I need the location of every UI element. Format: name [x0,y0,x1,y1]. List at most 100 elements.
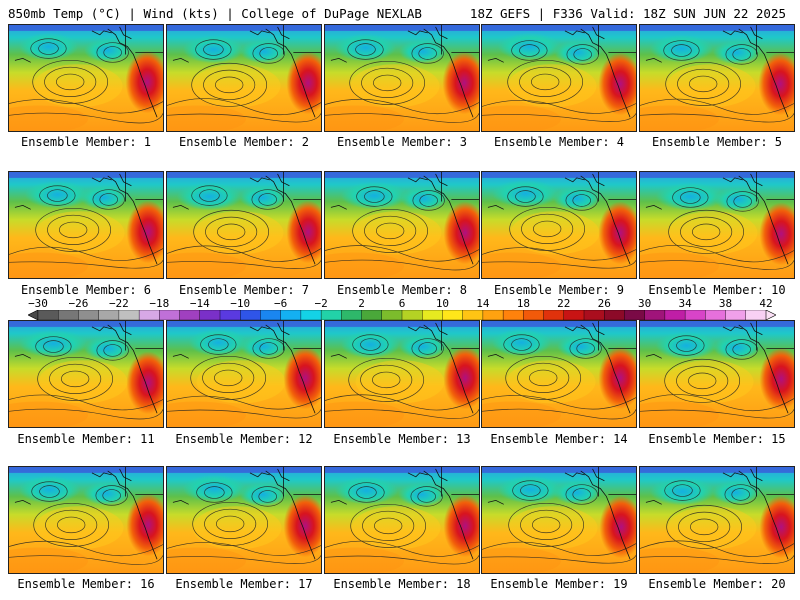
colorbar-swatch [240,310,261,320]
colorbar-swatch [361,310,383,320]
ensemble-member-map [639,24,795,132]
colorbar-swatch [138,310,160,320]
chart-title: 850mb Temp (°C) | Wind (kts) | College o… [8,6,422,21]
colorbar-tick-label: −6 [274,297,288,310]
ensemble-member-label: Ensemble Member: 13 [333,432,471,446]
colorbar-swatch [502,310,524,320]
colorbar-swatch [684,310,706,320]
colorbar-tick-label: 42 [759,297,773,310]
ensemble-member-map [639,466,795,574]
colorbar-swatch [664,310,686,320]
colorbar-tick-label: 14 [476,297,490,310]
colorbar-tick-label: 18 [516,297,530,310]
colorbar-tick-label: 26 [597,297,611,310]
ensemble-member-map [324,320,480,428]
ensemble-member-map [481,466,637,574]
colorbar-swatch [563,310,585,320]
ensemble-member-map [481,24,637,132]
colorbar-tick-labels: −30 −26 −22 −18 −14 −10 −6 −2 2 6 10 14 18 22 26 30 34 38… [0,297,800,310]
colorbar-swatch [705,310,727,320]
ensemble-member-map [481,320,637,428]
colorbar-swatch [199,310,221,320]
colorbar-tick-label: −26 [68,297,89,310]
colorbar-swatch [462,310,484,320]
colorbar-swatch [381,310,403,320]
ensemble-member-map [639,320,795,428]
colorbar-swatch [482,310,504,320]
ensemble-member-label: Ensemble Member: 17 [175,577,313,591]
ensemble-member-map [324,466,480,574]
colorbar-tick-label: −2 [314,297,328,310]
colorbar-swatch [98,310,120,320]
ensemble-member-label: Ensemble Member: 5 [651,135,783,149]
colorbar-swatch [543,310,565,320]
ensemble-member-map [324,171,480,279]
colorbar-swatch [320,310,342,320]
ensemble-member-map [639,171,795,279]
colorbar-min-arrow [28,310,39,320]
colorbar-swatch [745,310,767,320]
ensemble-member-label: Ensemble Member: 18 [333,577,471,591]
colorbar-swatch [280,310,302,320]
model-run-info: 18Z GEFS | F336 Valid: 18Z SUN JUN 22 20… [469,6,786,21]
colorbar-tick-label: −10 [230,297,251,310]
colorbar-swatch [300,310,322,320]
ensemble-member-label: Ensemble Member: 16 [17,577,155,591]
colorbar-tick-label: −30 [28,297,48,310]
colorbar-swatch [401,310,423,320]
colorbar-swatch [260,310,282,320]
ensemble-member-map [324,24,480,132]
ensemble-member-map [166,171,322,279]
ensemble-member-map [8,171,164,279]
colorbar-swatch [341,310,363,320]
colorbar-tick-label: 30 [638,297,652,310]
colorbar-swatch [179,310,201,320]
colorbar-swatch [58,310,79,320]
colorbar-swatch [442,310,464,320]
ensemble-member-label: Ensemble Member: 6 [20,283,152,297]
ensemble-member-label: Ensemble Member: 12 [175,432,313,446]
colorbar-tick-label: −14 [189,297,210,310]
colorbar-tick-label: 2 [358,297,365,310]
colorbar-swatch [583,310,605,320]
colorbar-swatch [219,310,241,320]
colorbar-swatch [159,310,181,320]
colorbar-swatch [523,310,545,320]
ensemble-member-map [8,24,164,132]
colorbar-max-arrow [765,310,776,320]
colorbar-tick-label: 38 [718,297,733,310]
ensemble-member-map [166,24,322,132]
ensemble-member-map [481,171,637,279]
colorbar-tick-label: 6 [398,297,406,310]
colorbar-tick-label: 22 [557,297,571,310]
ensemble-member-map [8,466,164,574]
colorbar-tick-label: 34 [678,297,692,310]
ensemble-member-label: Ensemble Member: 1 [20,135,152,149]
ensemble-member-label: Ensemble Member: 3 [336,135,468,149]
ensemble-member-label: Ensemble Member: 15 [648,432,786,446]
ensemble-member-map [8,320,164,428]
ensemble-member-label: Ensemble Member: 4 [493,135,625,149]
ensemble-member-label: Ensemble Member: 10 [648,283,786,297]
colorbar-swatch [37,310,59,320]
ensemble-member-label: Ensemble Member: 14 [490,432,628,446]
ensemble-member-map [166,320,322,428]
colorbar-swatch [118,310,140,320]
colorbar-swatch [604,310,625,320]
colorbar-swatch [644,310,666,320]
colorbar-swatch [725,310,747,320]
ensemble-member-map [166,466,322,574]
colorbar-swatch [624,310,646,320]
colorbar-swatch [422,310,443,320]
colorbar-tick-label: −22 [108,297,129,310]
temperature-colorbar [28,310,776,320]
ensemble-member-label: Ensemble Member: 2 [178,135,310,149]
ensemble-member-label: Ensemble Member: 11 [17,432,155,446]
ensemble-member-label: Ensemble Member: 7 [178,283,310,297]
ensemble-member-label: Ensemble Member: 19 [490,577,628,591]
ensemble-member-label: Ensemble Member: 9 [493,283,625,297]
colorbar-tick-label: 10 [435,297,450,310]
colorbar-tick-label: −18 [149,297,170,310]
colorbar-swatch [78,310,100,320]
ensemble-member-label: Ensemble Member: 20 [648,577,786,591]
